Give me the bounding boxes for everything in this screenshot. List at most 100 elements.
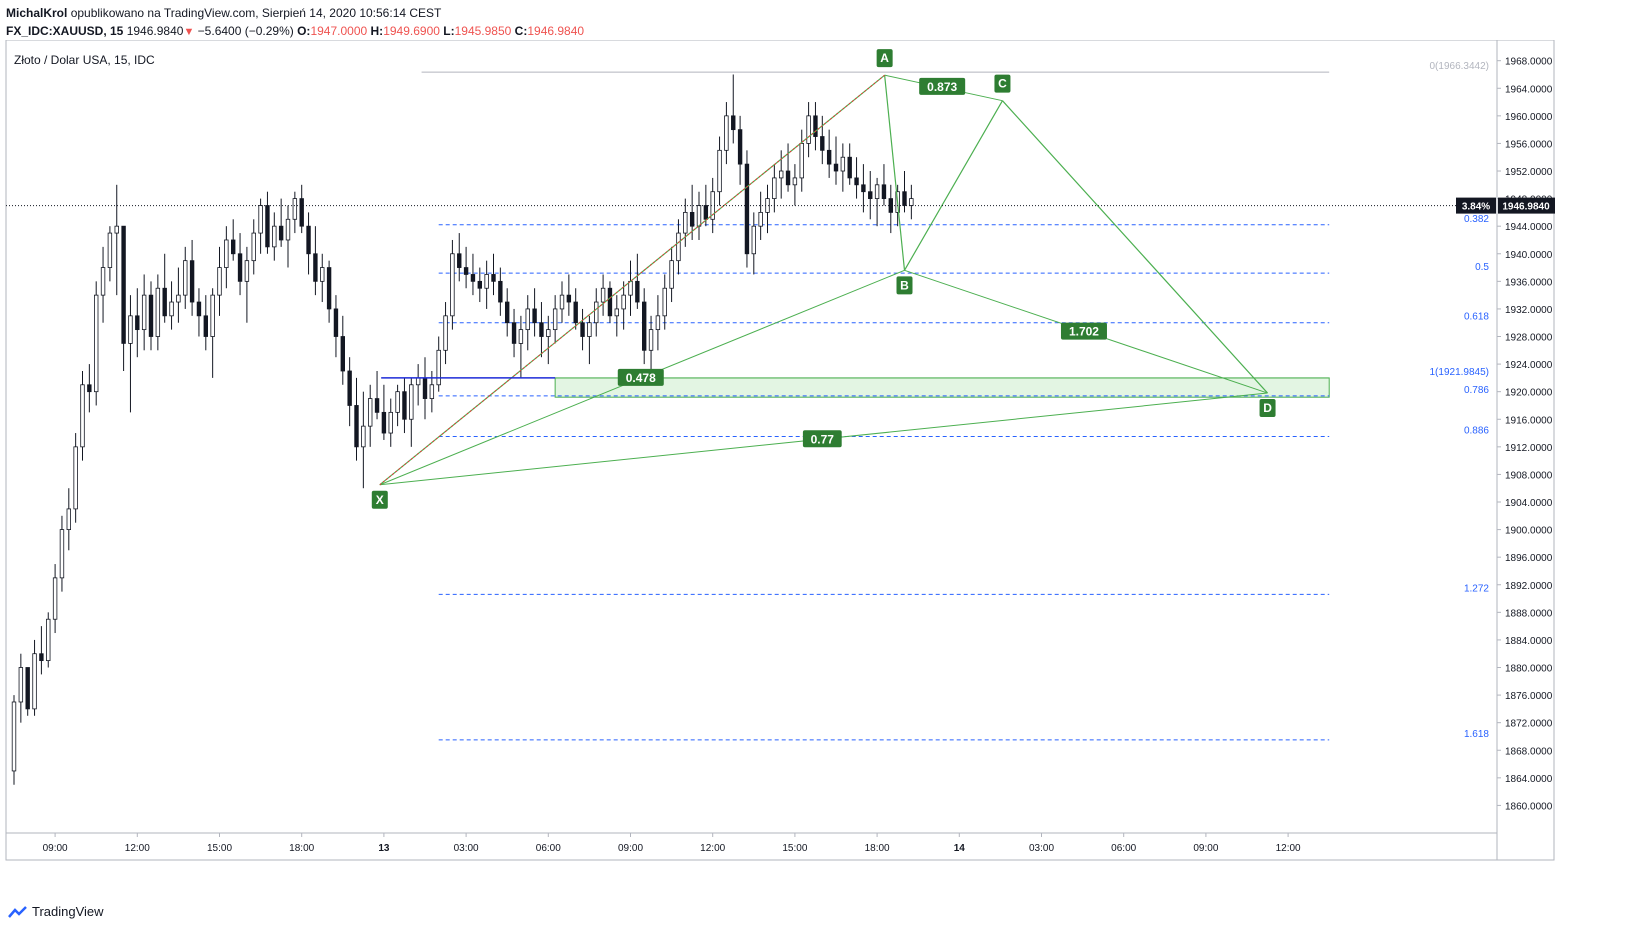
candle-body xyxy=(874,184,880,200)
pattern-leg[interactable] xyxy=(884,75,906,271)
price-tag-label: 1946.9840 xyxy=(1502,202,1550,213)
candle-body xyxy=(94,294,99,393)
fib-retracement[interactable]: 0(1966.3442) 0.382 0.5 0.618 1(1921.9845) 0.7… xyxy=(421,61,1490,741)
candle-body xyxy=(457,253,462,268)
candle-body xyxy=(539,322,544,337)
chart-title: Złoto / Dolar USA, 15, IDC xyxy=(14,53,155,67)
price-tick-label: 1928.0000 xyxy=(1505,333,1553,344)
candle-body xyxy=(436,349,441,386)
trend-dotted-line[interactable] xyxy=(379,74,885,486)
candle-body xyxy=(621,294,626,310)
time-axis[interactable]: 09:00 12:00 15:00 18:00 13 03:00 06:00 09:00 12:… xyxy=(43,833,1301,854)
down-arrow-icon: ▼ xyxy=(183,26,195,38)
candle-body xyxy=(744,163,750,255)
ratio-label: 1.702 xyxy=(1069,325,1099,339)
candle-body xyxy=(381,411,387,434)
symbol-label[interactable]: FX_IDC:XAUUSD, 15 xyxy=(6,24,124,38)
candle-body xyxy=(689,211,695,227)
price-tick-label: 1908.0000 xyxy=(1505,470,1553,481)
candle-body xyxy=(902,191,907,206)
price-tick-label: 1896.0000 xyxy=(1505,553,1553,564)
footer-brand[interactable]: TradingView xyxy=(8,904,104,919)
candle-body xyxy=(395,391,400,413)
candle-body xyxy=(292,198,298,220)
pattern-point-label: X xyxy=(376,493,384,507)
pattern-point-box[interactable] xyxy=(371,490,388,509)
low-label: L: xyxy=(443,24,455,38)
candle-body xyxy=(847,156,852,179)
percent-tag xyxy=(1456,197,1496,214)
price-chart[interactable]: 1860.0000 1864.0000 1868.0000 1872.0000 1876… xyxy=(0,40,1627,900)
candle-body xyxy=(477,280,482,289)
candle-body xyxy=(806,115,811,144)
ratio-label-box[interactable] xyxy=(617,368,664,386)
pattern-point-label: C xyxy=(998,77,1007,91)
fib-level-label: 1.272 xyxy=(1464,583,1489,594)
candle-body xyxy=(498,280,503,303)
candle-body xyxy=(32,653,37,710)
candle-body xyxy=(854,177,859,186)
candle-body xyxy=(39,653,44,662)
ratio-label-box[interactable] xyxy=(1060,322,1107,340)
candle-body xyxy=(648,329,654,351)
pattern-leg[interactable] xyxy=(1002,100,1268,394)
percent-tag-label: 3.84% xyxy=(1462,202,1490,213)
candle-body xyxy=(251,232,256,262)
candle-body xyxy=(340,336,345,372)
candle-body xyxy=(183,260,188,296)
pattern-leg[interactable] xyxy=(903,100,1003,271)
harmonic-pattern[interactable]: 0.873 0.478 1.702 0.77 X A B C D xyxy=(371,49,1276,509)
high-label: H: xyxy=(370,24,384,38)
price-axis[interactable]: 1860.0000 1864.0000 1868.0000 1872.0000 1876… xyxy=(1497,57,1553,813)
chart-frame xyxy=(5,40,1555,861)
price-tick-label: 1932.0000 xyxy=(1505,305,1553,316)
candle-body xyxy=(237,253,243,282)
candle-body xyxy=(141,294,147,331)
candle-body xyxy=(210,294,215,337)
candle-body xyxy=(66,508,71,530)
candle-body xyxy=(415,377,421,386)
candle-body xyxy=(463,267,469,275)
time-tick-label: 09:00 xyxy=(43,843,68,854)
pattern-point-box[interactable] xyxy=(896,276,913,295)
price-tick-label: 1892.0000 xyxy=(1505,581,1553,592)
time-tick-label: 03:00 xyxy=(454,843,479,854)
pattern-point-box[interactable] xyxy=(1259,399,1276,418)
ratio-label-box[interactable] xyxy=(802,430,842,448)
fib-level-label: 1(1921.9845) xyxy=(1430,367,1490,378)
candle-body xyxy=(751,225,756,255)
price-tick-label: 1952.0000 xyxy=(1505,167,1553,178)
candle-body xyxy=(189,260,195,303)
pattern-point-label: A xyxy=(880,51,889,65)
candle-body xyxy=(11,701,17,772)
candle-body xyxy=(635,280,640,303)
candle-body xyxy=(347,370,352,406)
candle-body xyxy=(628,280,633,296)
ratio-label-box[interactable] xyxy=(919,77,966,95)
pattern-point-box[interactable] xyxy=(876,49,893,68)
fib-level-label: 0(1966.3442) xyxy=(1430,61,1490,72)
candle-body xyxy=(511,322,517,344)
candle-body xyxy=(169,301,174,317)
candle-body xyxy=(491,274,496,282)
candle-body xyxy=(313,253,318,282)
prz-rectangle[interactable] xyxy=(554,377,1330,398)
candle-body xyxy=(278,225,284,241)
candle-body xyxy=(696,205,702,227)
close-label: C: xyxy=(514,24,528,38)
author-name[interactable]: MichalKrol xyxy=(6,6,68,20)
time-tick-label: 15:00 xyxy=(782,843,807,854)
price-tick-label: 1964.0000 xyxy=(1505,84,1553,95)
time-tick-label: 14 xyxy=(954,843,966,854)
candle-body xyxy=(614,308,619,317)
publish-line: MichalKrol opublikowano na TradingView.c… xyxy=(6,6,441,20)
pattern-point-box[interactable] xyxy=(994,74,1011,93)
candle-body xyxy=(580,322,585,337)
candle-body xyxy=(196,301,202,317)
price-tick-label: 1968.0000 xyxy=(1505,57,1553,68)
candle-body xyxy=(176,294,181,303)
prz-zone[interactable] xyxy=(554,377,1330,398)
candle-body xyxy=(587,322,592,337)
candle-body xyxy=(224,239,229,268)
price-tick-label: 1872.0000 xyxy=(1505,719,1553,730)
